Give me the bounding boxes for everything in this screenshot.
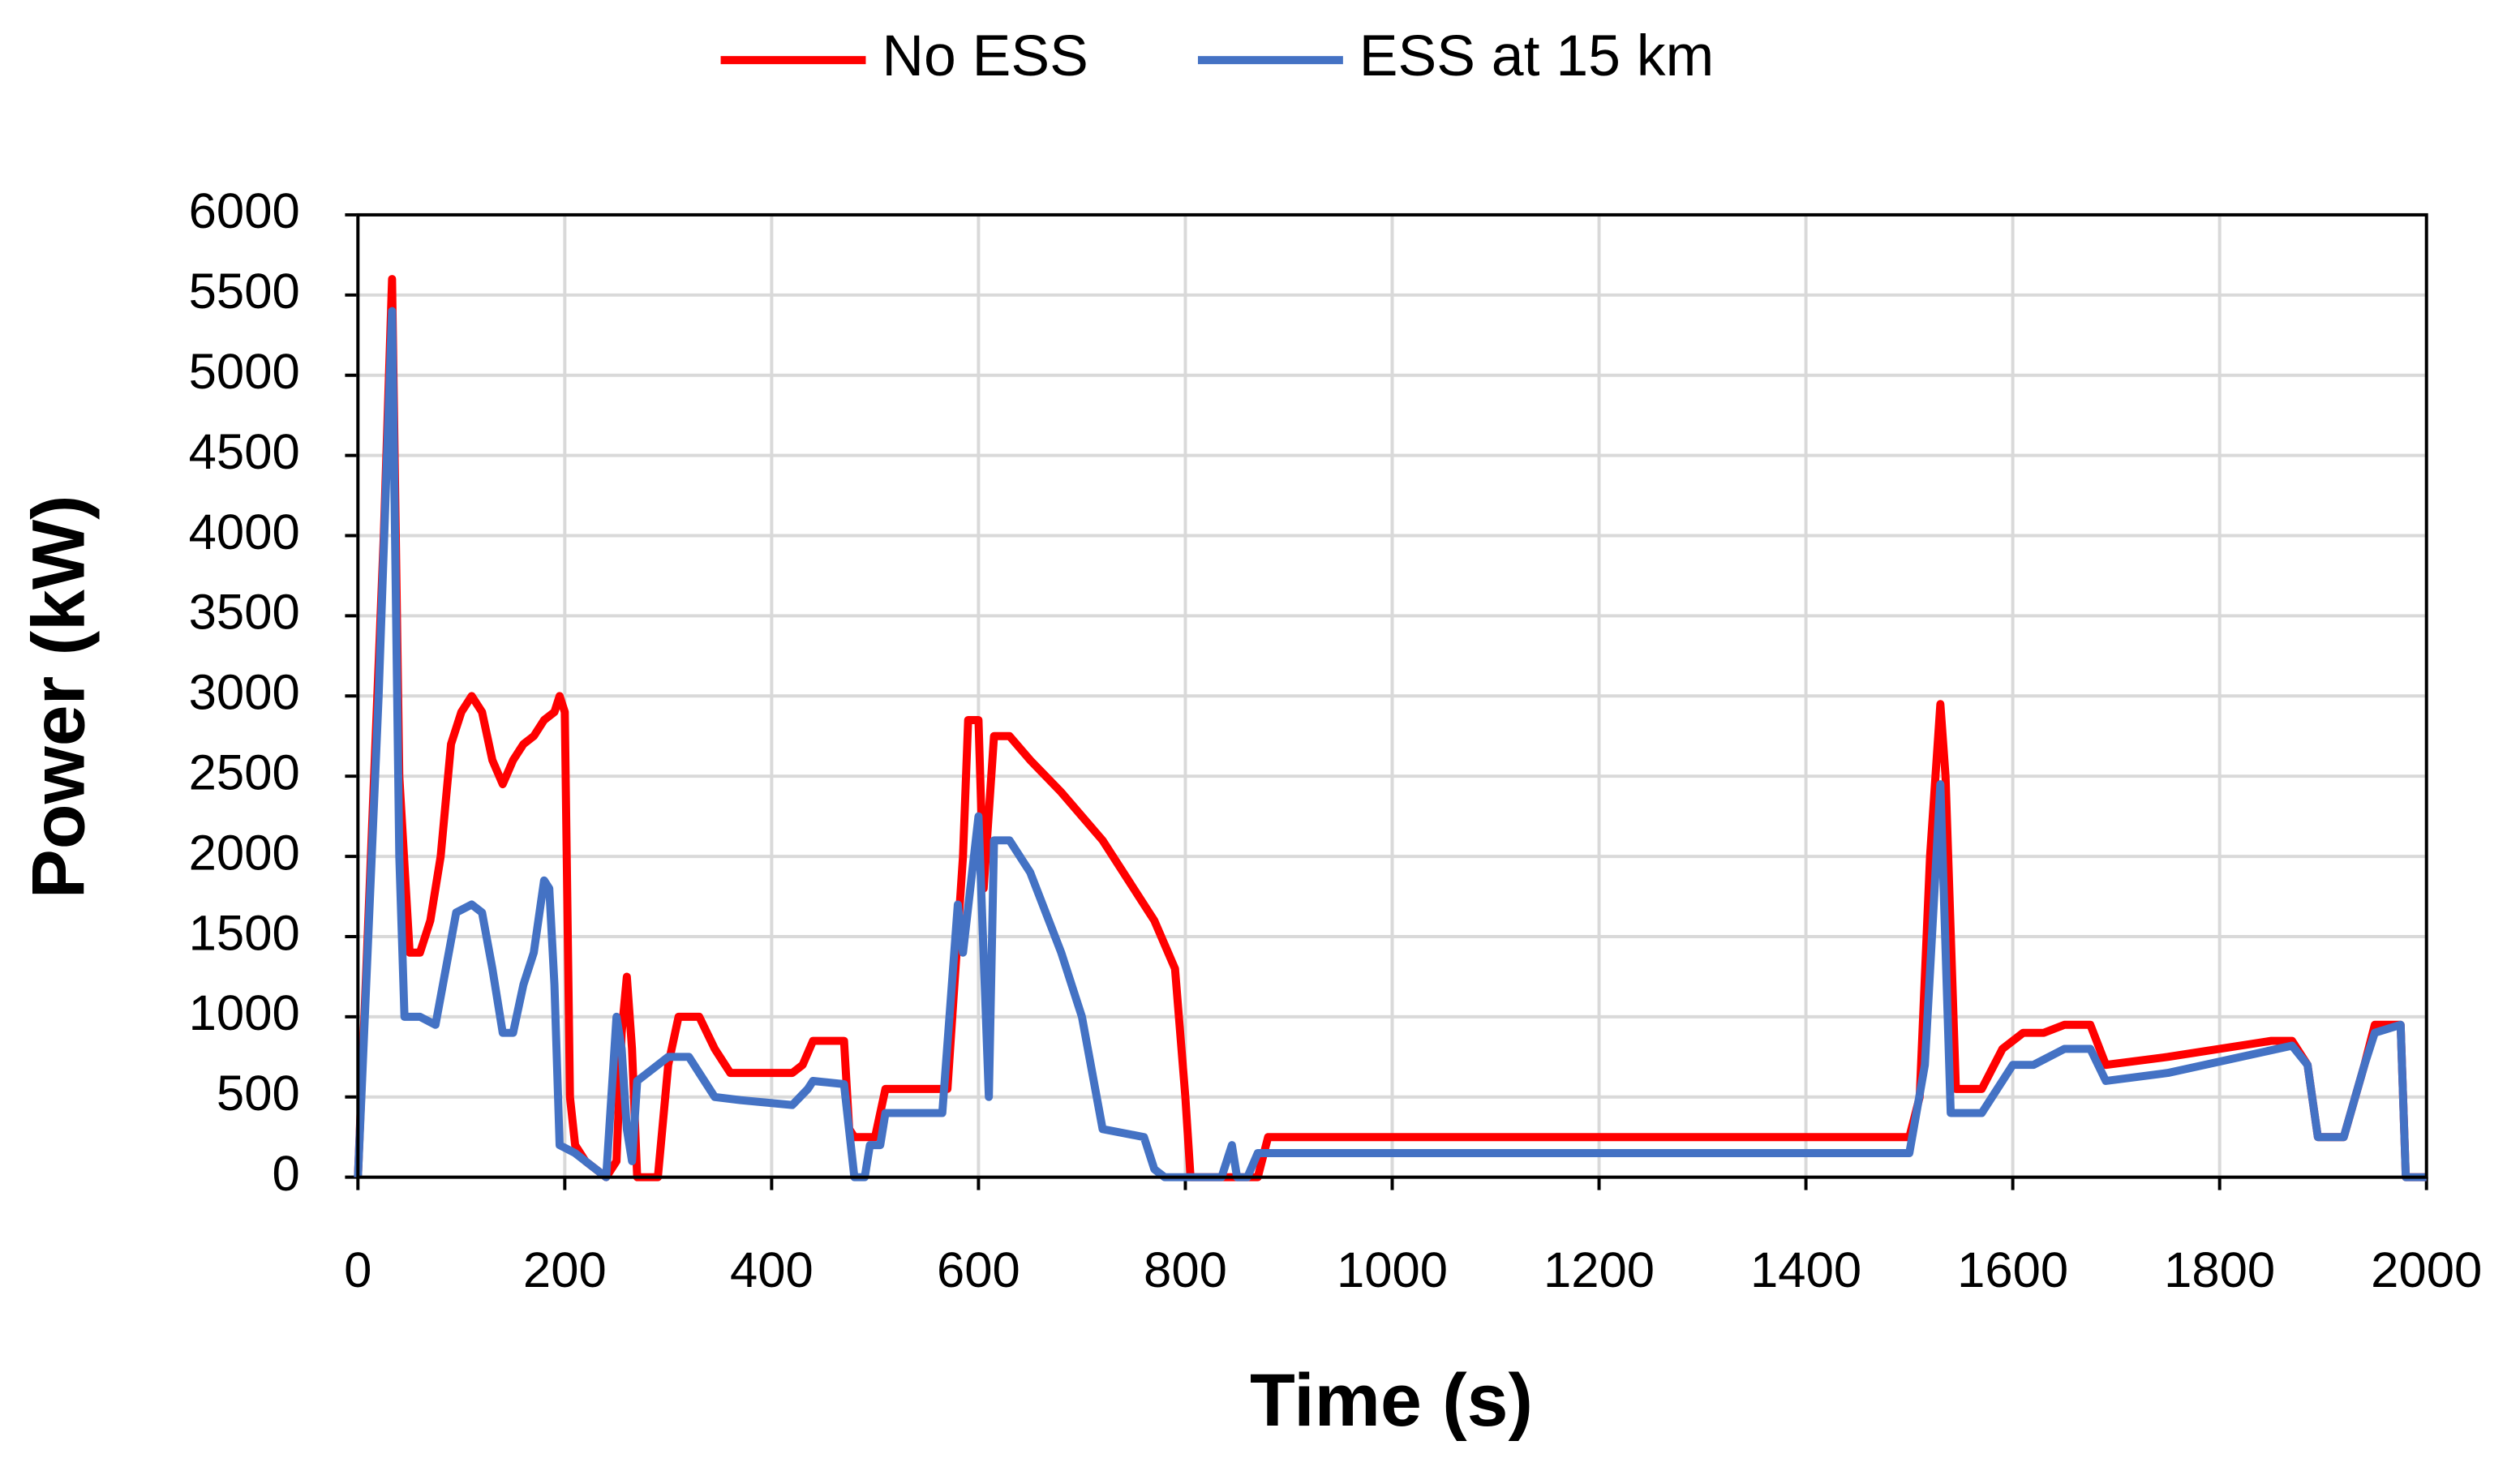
x-tick-label: 600 (937, 1242, 1020, 1298)
y-tick-label: 0 (272, 1146, 299, 1202)
y-tick-label: 5500 (189, 264, 300, 320)
x-tick-label: 2000 (2371, 1242, 2482, 1298)
x-tick-label: 800 (1144, 1242, 1227, 1298)
x-tick-label: 1600 (1957, 1242, 2068, 1298)
x-tick-label: 1400 (1750, 1242, 1861, 1298)
y-tick-label: 4000 (189, 504, 300, 560)
y-tick-label: 500 (217, 1066, 300, 1121)
y-tick-label: 5000 (189, 344, 300, 400)
plot-lines (354, 275, 2427, 1182)
series-line (354, 307, 2427, 1182)
series-line (354, 275, 2427, 1182)
y-tick-label: 2500 (189, 744, 300, 800)
y-tick-label: 4500 (189, 424, 300, 480)
y-tick-label: 6000 (189, 183, 300, 239)
legend-label: ESS at 15 km (1359, 24, 1714, 88)
x-tick-label: 1200 (1543, 1242, 1655, 1298)
x-tick-label: 0 (344, 1242, 371, 1298)
x-tick-label: 400 (730, 1242, 814, 1298)
plot-frame (356, 212, 2428, 1179)
y-tick-label: 3000 (189, 665, 300, 721)
y-tick-label: 3500 (189, 585, 300, 641)
x-tick-label: 1800 (2164, 1242, 2275, 1298)
y-tick-label: 1000 (189, 985, 300, 1041)
x-tick-label: 200 (523, 1242, 607, 1298)
legend-label: No ESS (882, 24, 1088, 88)
y-tick-label: 2000 (189, 825, 300, 881)
y-axis-title: Power (kW) (18, 495, 101, 898)
legend: No ESS ESS at 15 km (720, 24, 1714, 88)
grid: 0500100015002000250030003500400045005000… (189, 183, 2483, 1298)
y-tick-label: 1500 (189, 905, 300, 961)
x-axis-title: Time (s) (1250, 1359, 1533, 1442)
x-tick-label: 1000 (1337, 1242, 1448, 1298)
